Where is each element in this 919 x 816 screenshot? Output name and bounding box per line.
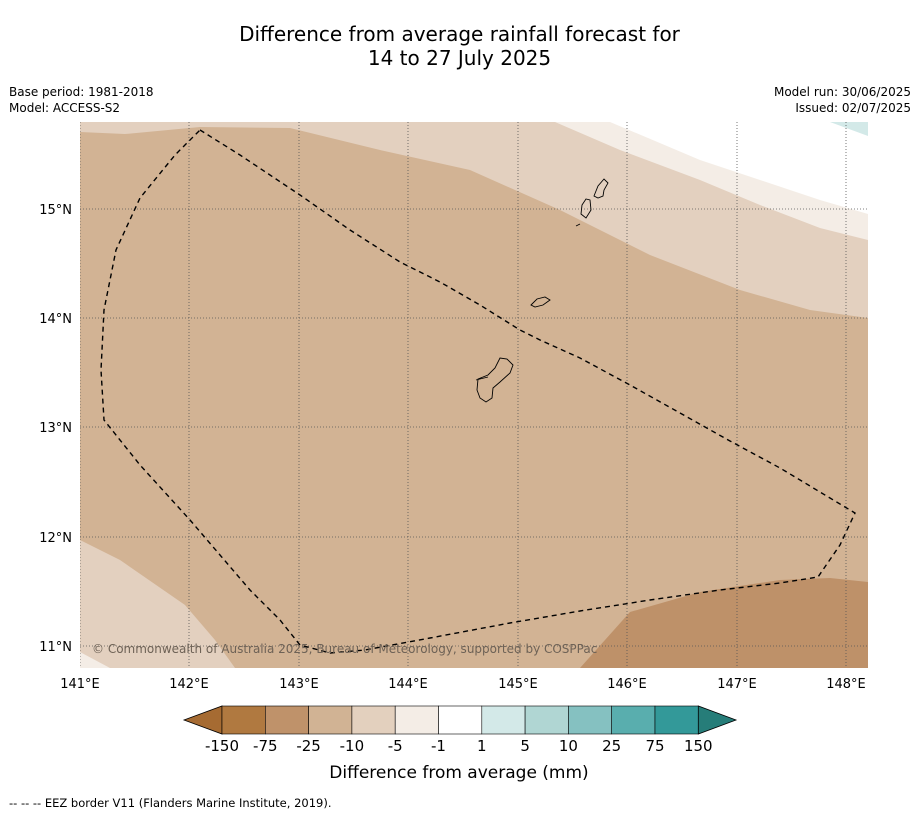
region-lower-left-minus-1: [80, 652, 110, 668]
graticule: [80, 122, 868, 668]
aguijan-outline: [575, 223, 581, 227]
copyright-notice: © Commonwealth of Australia 2025, Bureau…: [92, 642, 597, 656]
meta-left: Base period: 1981-2018 Model: ACCESS-S2: [9, 84, 154, 116]
colorbar-tick-labels: -150 -75 -25 -10 -5 -1 1 5 10 25 75 150: [205, 737, 713, 755]
region-plus-1: [830, 122, 868, 136]
model-text: Model: ACCESS-S2: [9, 101, 121, 115]
colorbar-tick-label: 1: [477, 737, 487, 755]
island-outlines: [475, 178, 609, 403]
latitude-tick-label: 11°N: [39, 640, 72, 655]
colorbar-tick-label: -10: [340, 737, 365, 755]
colorbar-extend-low: [182, 705, 223, 735]
colorbar-swatch: [524, 705, 569, 735]
colorbar-tick-label: -150: [205, 737, 239, 755]
colorbar-tick-label: 5: [520, 737, 530, 755]
colorbar-tick-label: -5: [388, 737, 403, 755]
colorbar-swatch: [351, 705, 396, 735]
base-period-text: Base period: 1981-2018: [9, 85, 154, 99]
colorbar-swatch: [438, 705, 483, 735]
longitude-labels: 141°E 142°E 143°E 144°E 145°E 146°E 147°E 148°E: [60, 677, 866, 692]
longitude-tick-label: 148°E: [826, 677, 866, 692]
colorbar-swatch: [221, 705, 266, 735]
longitude-tick-label: 142°E: [169, 677, 209, 692]
longitude-tick-label: 144°E: [388, 677, 428, 692]
rota-outline: [530, 296, 551, 308]
longitude-tick-label: 141°E: [60, 677, 100, 692]
colorbar-tick-label: -75: [253, 737, 278, 755]
colorbar-swatch: [481, 705, 526, 735]
map-area: © Commonwealth of Australia 2025, Bureau…: [80, 122, 868, 668]
tinian-outline: [580, 198, 592, 219]
latitude-tick-label: 13°N: [39, 421, 72, 436]
latitude-labels: 15°N 14°N 13°N 12°N 11°N: [39, 203, 72, 655]
eez-footnote: -- -- -- EEZ border V11 (Flanders Marine…: [9, 796, 332, 810]
region-minus-5: [80, 122, 868, 318]
colorbar-tick-label: 10: [559, 737, 578, 755]
colorbar-swatch: [611, 705, 656, 735]
saipan-outline: [593, 178, 609, 199]
title-line-1: Difference from average rainfall forecas…: [239, 22, 680, 46]
colorbar-tick-label: 75: [645, 737, 664, 755]
colorbar-tick-label: -25: [296, 737, 321, 755]
latitude-tick-label: 15°N: [39, 203, 72, 218]
longitude-tick-label: 147°E: [717, 677, 757, 692]
title-line-2: 14 to 27 July 2025: [367, 46, 552, 70]
meta-right: Model run: 30/06/2025 Issued: 02/07/2025: [774, 84, 911, 116]
longitude-tick-label: 145°E: [498, 677, 538, 692]
colorbar: [182, 705, 738, 735]
colorbar-tick-label: 150: [684, 737, 713, 755]
colorbar-tick-label: -1: [431, 737, 446, 755]
colorbar-swatch: [394, 705, 439, 735]
colorbar-extend-high: [697, 705, 738, 735]
issued-text: Issued: 02/07/2025: [795, 101, 911, 115]
colorbar-swatch: [308, 705, 353, 735]
colorbar-swatch: [654, 705, 699, 735]
latitude-tick-label: 12°N: [39, 531, 72, 546]
chart-title: Difference from average rainfall forecas…: [0, 22, 919, 70]
eez-border: [100, 129, 856, 654]
region-near-zero: [610, 122, 868, 214]
region-minus-25: [580, 578, 868, 668]
colorbar-tick-label: 25: [602, 737, 621, 755]
colorbar-label: Difference from average (mm): [329, 763, 588, 783]
region-lower-left-minus-5: [80, 540, 235, 668]
longitude-tick-label: 143°E: [279, 677, 319, 692]
colorbar-swatch: [568, 705, 613, 735]
latitude-tick-label: 14°N: [39, 312, 72, 327]
guam-outline: [475, 357, 514, 403]
longitude-tick-label: 146°E: [607, 677, 647, 692]
colorbar-swatch: [264, 705, 309, 735]
model-run-text: Model run: 30/06/2025: [773, 85, 911, 99]
